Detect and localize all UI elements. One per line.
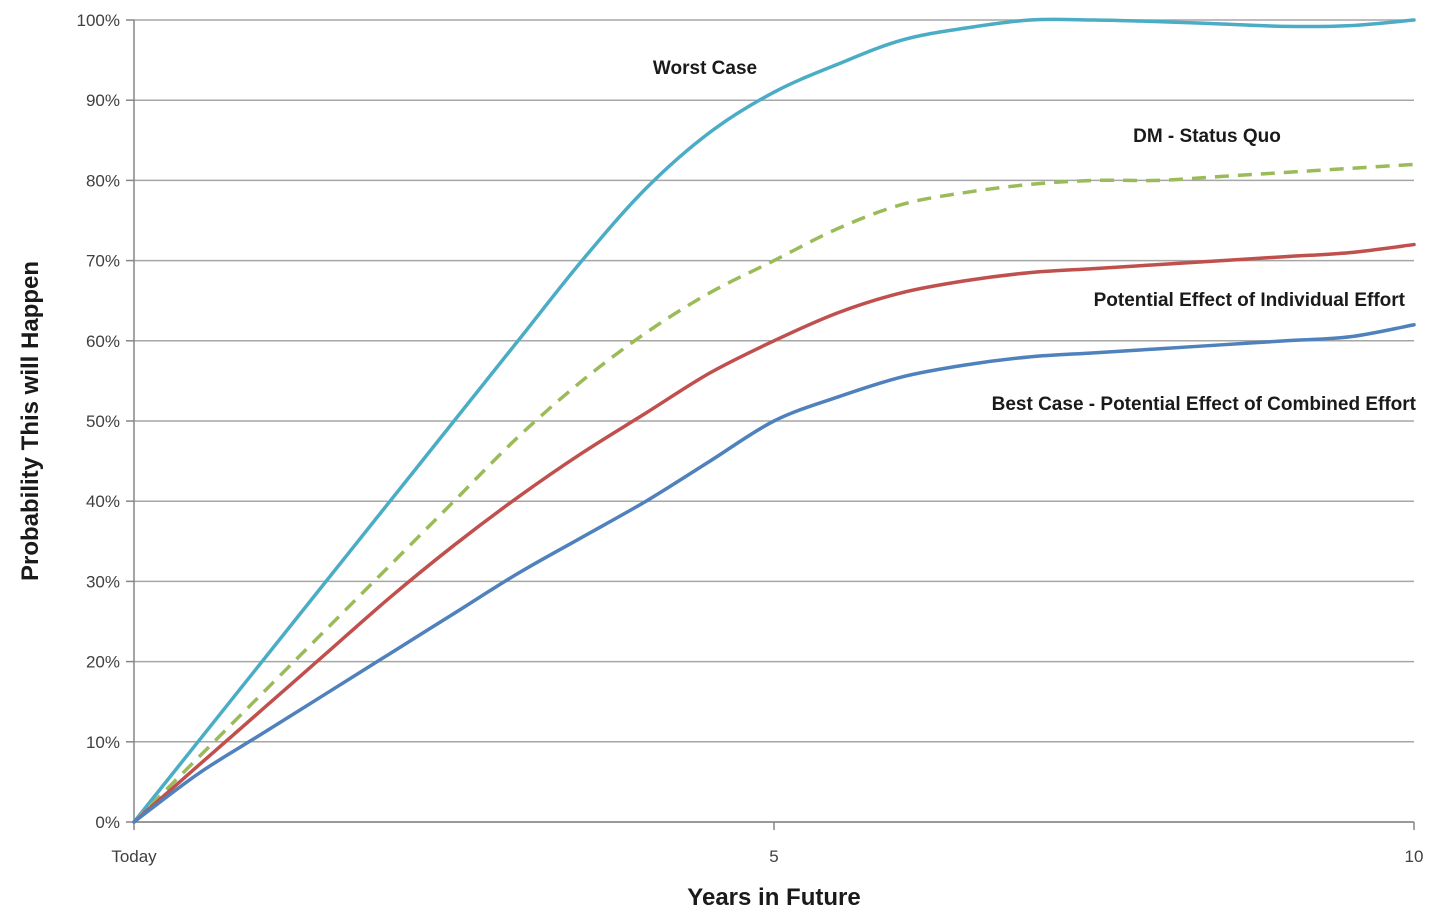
series-line-best-case <box>132 323 1416 824</box>
series-lines <box>132 17 1416 824</box>
y-tick-label: 40% <box>86 492 120 511</box>
series-label-best-case: Best Case - Potential Effect of Combined… <box>992 394 1417 415</box>
y-tick-label: 20% <box>86 653 120 672</box>
series-line-dm-status-quo <box>132 162 1415 824</box>
x-tick-label: Today <box>111 847 157 866</box>
x-tick-label: 5 <box>769 847 778 866</box>
y-tick-label: 0% <box>95 813 120 832</box>
y-tick-label: 100% <box>77 11 120 30</box>
x-tick-labels: Today 5 10 <box>111 847 1423 866</box>
series-label-dm-status-quo: DM - Status Quo <box>1133 126 1281 147</box>
y-tick-labels: 0% 10% 20% 30% 40% 50% 60% 70% 80% 90% 100% <box>77 11 120 832</box>
y-tick-label: 80% <box>86 171 120 190</box>
y-tick-label: 50% <box>86 412 120 431</box>
x-axis-title: Years in Future <box>687 884 860 911</box>
series-line-worst-case <box>132 17 1416 824</box>
axes <box>133 20 1415 830</box>
x-tick-label: 10 <box>1405 847 1424 866</box>
y-tick-label: 60% <box>86 332 120 351</box>
series-label-worst-case: Worst Case <box>653 58 757 79</box>
y-tick-label: 70% <box>86 252 120 271</box>
y-tick-label: 90% <box>86 91 120 110</box>
y-tick-label: 10% <box>86 733 120 752</box>
series-line-individual-effort <box>132 242 1416 824</box>
series-labels: Worst Case DM - Status Quo Potential Effec… <box>653 58 1417 415</box>
y-axis-title: Probability This will Happen <box>17 261 44 581</box>
y-tick-label: 30% <box>86 572 120 591</box>
series-label-individual-effort: Potential Effect of Individual Effort <box>1094 290 1406 311</box>
